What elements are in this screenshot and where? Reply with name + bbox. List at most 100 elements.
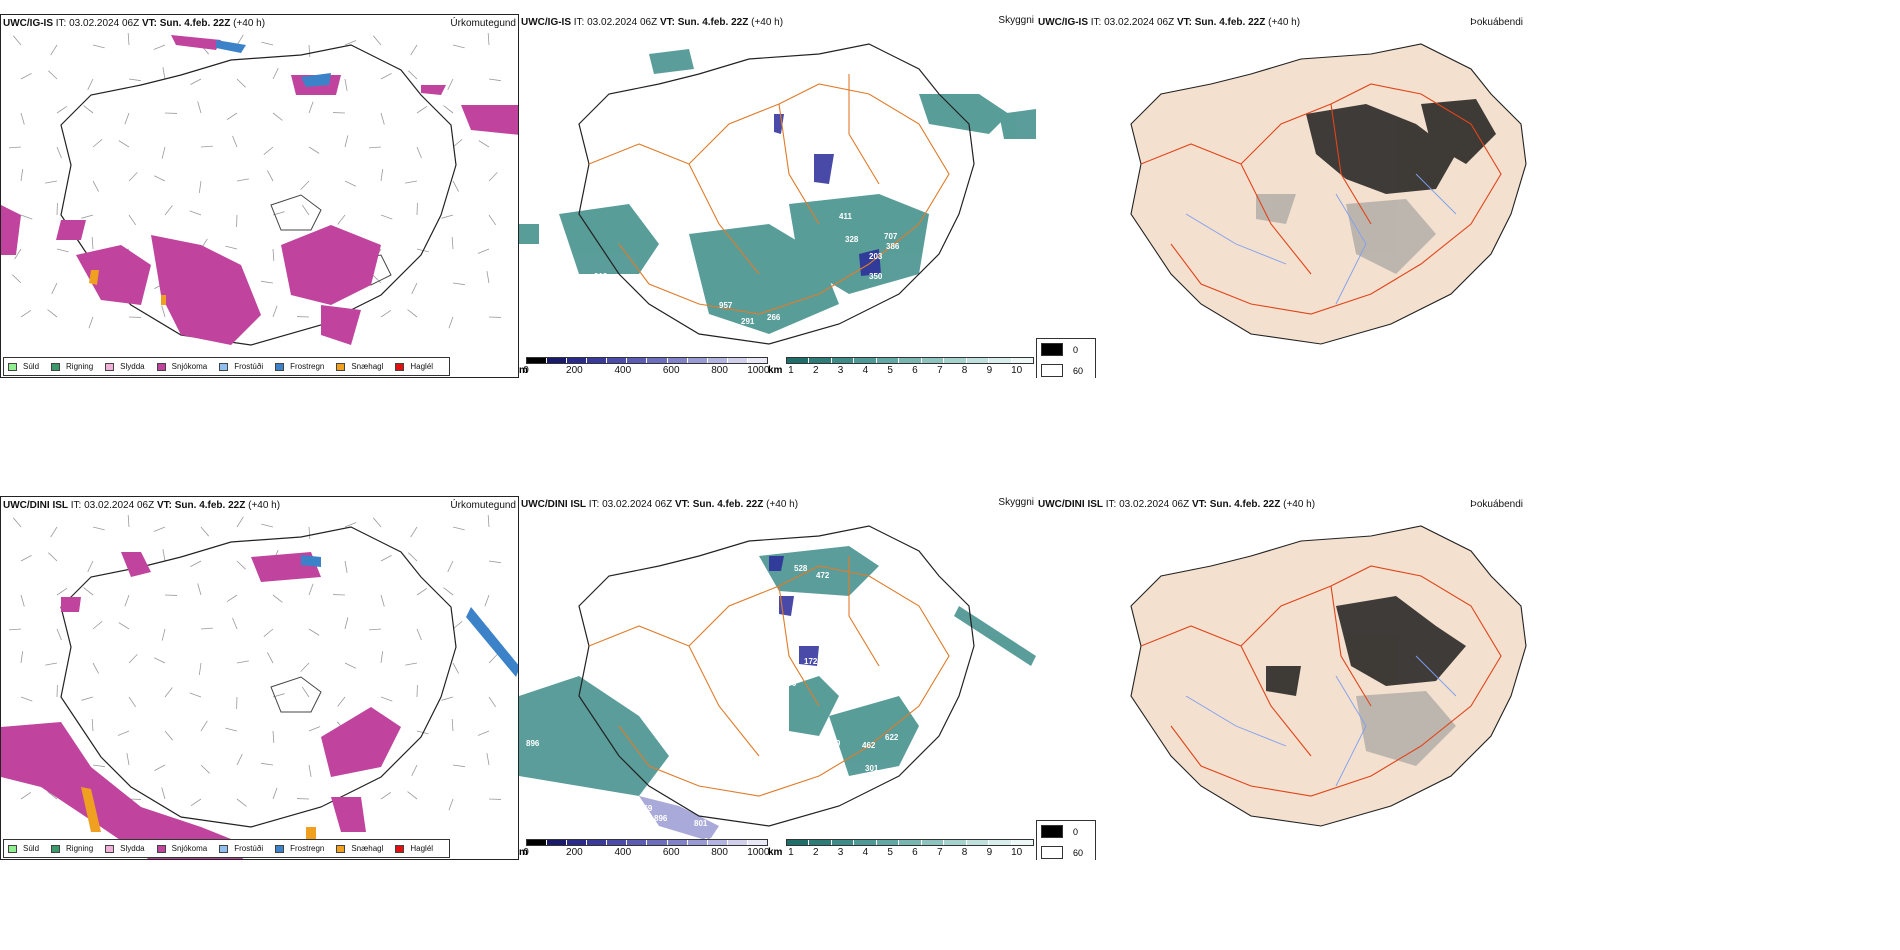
wind-barb <box>92 620 103 630</box>
lead-time: (+40 h) <box>1283 499 1316 510</box>
wind-barb <box>488 696 497 708</box>
panel-title: UWC/DINI ISL IT: 03.02.2024 06Z VT: Sun.… <box>3 500 280 511</box>
wind-barb <box>161 787 166 800</box>
wind-barb <box>408 552 418 562</box>
wind-barb <box>380 791 392 800</box>
fog-legend-row: 60 <box>1037 360 1095 378</box>
wind-barb <box>272 594 283 603</box>
it-value: 03.02.2024 06Z <box>1104 17 1175 28</box>
panel-title: UWC/IG-IS IT: 03.02.2024 06Z VT: Sun. 4.… <box>3 18 265 29</box>
precip-type-map-top: UWC/IG-IS IT: 03.02.2024 06Z VT: Sun. 4.… <box>0 14 519 378</box>
fog-area <box>1266 596 1466 696</box>
iceland-land <box>1130 525 1527 827</box>
visibility-label: 919 957 291 266 891 328 203 386 350 707 … <box>594 190 900 334</box>
wind-barb <box>344 560 348 573</box>
wind-barb <box>308 101 314 114</box>
legend-swatch <box>336 362 346 371</box>
wind-barb <box>344 662 356 669</box>
road-network <box>588 556 950 797</box>
legend-swatch <box>395 844 405 853</box>
legend-item: Frostregn <box>275 362 324 371</box>
wind-barb <box>232 617 238 630</box>
legend-swatch <box>275 362 285 371</box>
colorbar-unit: m <box>519 365 528 376</box>
wind-barb <box>197 101 202 114</box>
wind-barb <box>405 662 418 666</box>
wind-barb <box>447 78 454 90</box>
wind-barb <box>232 135 238 148</box>
visibility-value: 411 <box>839 212 852 221</box>
vt-value: Sun. 4.feb. 22Z <box>677 17 749 28</box>
tick-label: 600 <box>662 365 680 376</box>
vt-label: VT: <box>156 500 172 511</box>
wind-barb <box>486 271 490 284</box>
legend-label: Haglél <box>410 362 434 371</box>
vt-label: VT: <box>659 17 675 28</box>
legend-label: Snjókoma <box>171 362 208 371</box>
wind-barb <box>380 651 384 664</box>
wind-barb <box>56 105 68 114</box>
wind-barb <box>81 696 94 701</box>
colorbar-cells <box>786 839 1034 846</box>
panel-param: Úrkomutegund <box>450 500 516 511</box>
wind-barb <box>154 175 166 182</box>
wind-barb <box>225 245 238 250</box>
fog-legend-label: 0 <box>1073 344 1079 355</box>
cloud-base-area-light <box>639 796 719 841</box>
it-label: IT: <box>573 17 585 28</box>
visibility-colorbar: 1 2 3 4 5 6 7 8 9 10 km <box>768 839 1034 860</box>
wind-barb <box>486 753 490 766</box>
tick-label: 0 <box>523 365 529 376</box>
vt-label: VT: <box>141 18 157 29</box>
wind-barb <box>380 169 384 182</box>
wind-barb <box>487 515 490 528</box>
wind-barb <box>45 662 58 666</box>
visibility-value: 350 <box>869 272 883 281</box>
wind-barb <box>200 145 213 148</box>
lead-time: (+40 h) <box>233 18 266 29</box>
wind-barb <box>448 316 454 329</box>
wind-barb <box>272 112 283 121</box>
wind-barb <box>197 583 202 596</box>
legend-item: Slydda <box>105 362 145 371</box>
legend-label: Snæhagl <box>351 362 384 371</box>
legend-label: Rigning <box>66 844 94 853</box>
wind-barb <box>12 274 22 284</box>
iceland-map: 919 957 291 266 891 328 203 386 350 707 … <box>519 43 1036 345</box>
tick-label: 400 <box>614 365 632 376</box>
legend-item: Snjókoma <box>156 844 207 853</box>
wind-barb <box>416 146 422 159</box>
glacier-outline <box>270 194 322 231</box>
wind-barb <box>236 516 244 528</box>
legend-item: Rigning <box>51 844 93 853</box>
wind-barb <box>91 237 94 250</box>
model-name: UWC/IG-IS <box>1038 17 1088 28</box>
fog-area <box>1306 99 1496 194</box>
vt-value: Sun. 4.feb. 22Z <box>1209 499 1281 510</box>
wind-barb <box>20 214 33 220</box>
wind-barb <box>162 67 166 80</box>
wind-barb <box>451 237 454 250</box>
legend-label: Súld <box>23 362 40 371</box>
visibility-value: 669 <box>639 804 653 813</box>
frost-rain-area <box>301 555 518 677</box>
wind-barb <box>50 526 58 538</box>
wind-barb <box>410 526 418 538</box>
it-label: IT: <box>588 499 600 510</box>
river-network <box>1185 655 1457 787</box>
tick-label: 6 <box>912 847 918 858</box>
wind-barb <box>48 552 58 562</box>
wind-barb <box>198 662 202 675</box>
river-network <box>1185 173 1457 305</box>
wind-barb <box>272 248 275 261</box>
legend-item: Frostúði <box>219 844 263 853</box>
vt-value: Sun. 4.feb. 22Z <box>174 500 246 511</box>
legend-label: Slydda <box>120 362 145 371</box>
visibility-map-top: 919 957 291 266 891 328 203 386 350 707 … <box>519 14 1036 378</box>
wind-barb <box>117 730 130 736</box>
wind-barb <box>380 594 385 607</box>
precip-type-legend: Súld Rigning Slydda Snjókoma Frostúði Fr… <box>3 839 451 858</box>
wind-barb <box>272 68 279 80</box>
wind-barb <box>272 305 278 318</box>
wind-barb <box>128 78 141 82</box>
